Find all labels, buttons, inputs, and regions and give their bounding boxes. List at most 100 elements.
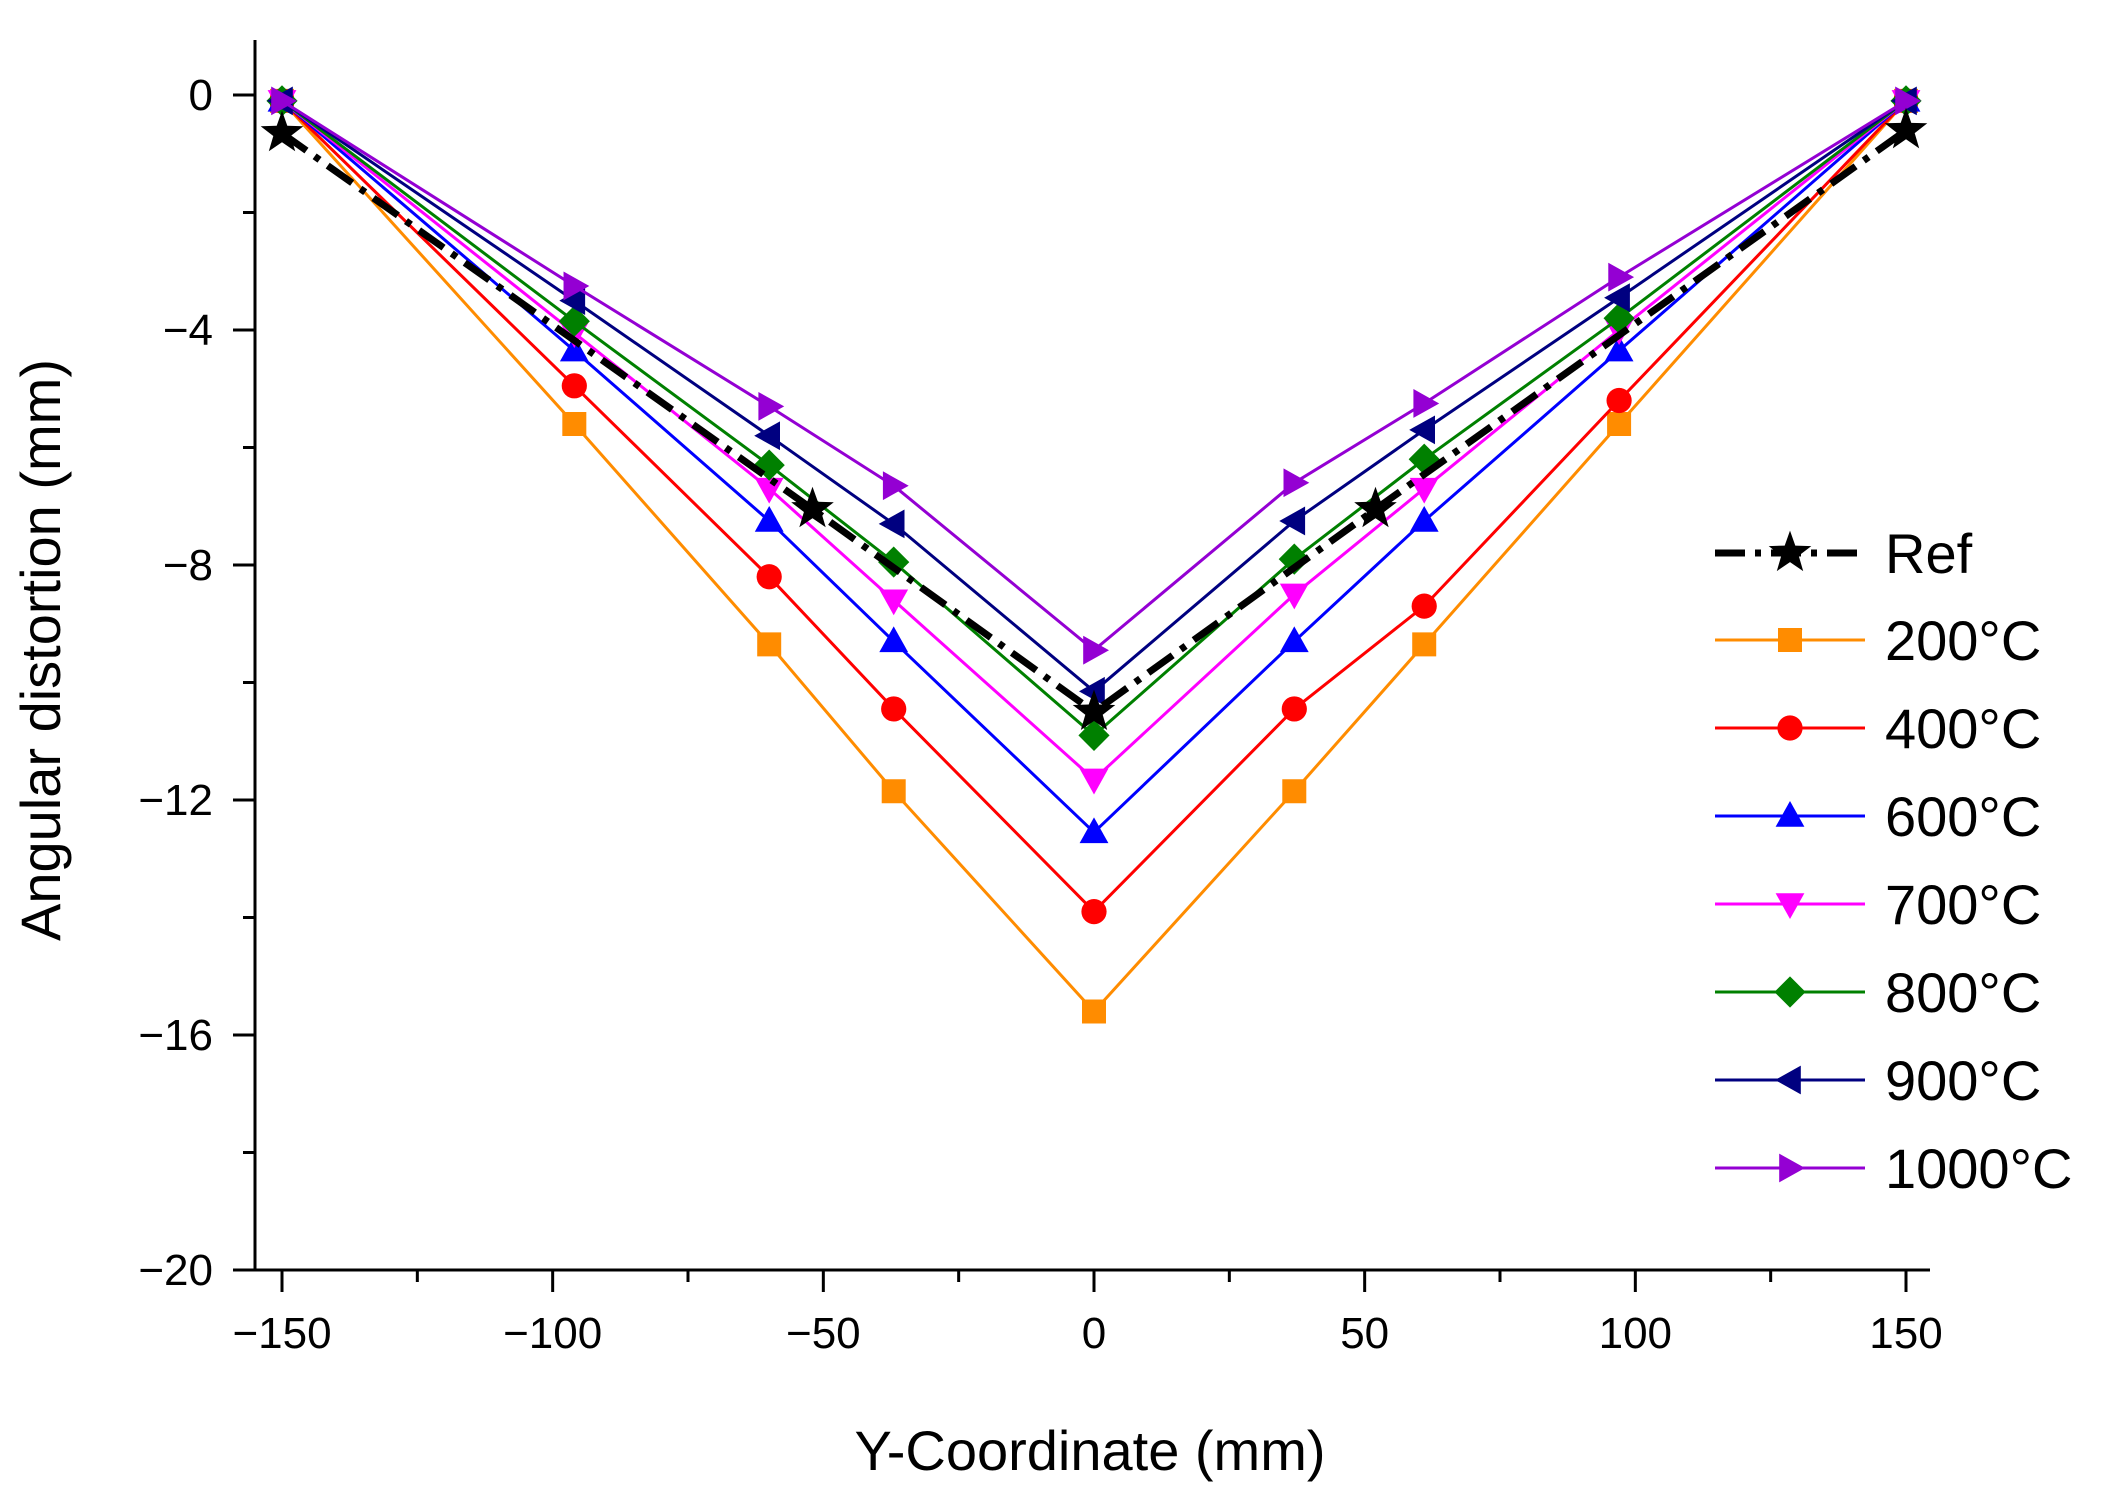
data-point-700c [1079, 768, 1109, 795]
data-point-200c [1282, 779, 1307, 804]
legend-marker-400c [1777, 715, 1803, 741]
data-point-600c [559, 335, 589, 362]
data-point-600c [1279, 626, 1309, 653]
data-point-1000c [563, 271, 590, 301]
data-point-400c [1081, 899, 1107, 925]
series-1000c [271, 86, 1921, 665]
x-tick-label: 0 [1082, 1309, 1106, 1358]
legend-label-900c: 900°C [1885, 1049, 2041, 1112]
series-200c [270, 88, 1918, 1024]
y-tick-label: −16 [138, 1011, 213, 1060]
data-point-900c [754, 421, 780, 451]
data-point-200c [1607, 412, 1632, 436]
legend-item-1000c: 1000°C [1715, 1137, 2072, 1200]
data-point-1000c [758, 391, 785, 421]
axes: −150 −100 −50 0 50 100 150 0 −4 −8 −12 −16 −20 [138, 40, 1943, 1358]
legend-item-900c: 900°C [1715, 1049, 2041, 1112]
data-point-700c [1279, 583, 1309, 610]
series-line-ref [279, 127, 1909, 716]
series-line-700c [281, 99, 1907, 781]
series-line-800c [281, 99, 1907, 737]
data-point-200c [757, 632, 782, 657]
legend-item-800c: 800°C [1715, 961, 2041, 1024]
data-point-600c [1409, 505, 1439, 532]
data-point-400c [1281, 696, 1307, 722]
data-point-400c [1606, 387, 1632, 414]
legend: Ref 200°C 400°C 600°C 700°C 800°C 900°C 1000°C [1715, 522, 2072, 1200]
data-point-1000c [882, 471, 909, 501]
legend-item-200c: 200°C [1715, 609, 2041, 672]
legend-item-600c: 600°C [1715, 785, 2041, 848]
legend-marker-700c [1775, 893, 1805, 919]
data-point-1000c [271, 86, 297, 116]
data-point-400c [881, 696, 907, 722]
x-tick-label: −50 [786, 1309, 861, 1358]
series-400c [269, 88, 1919, 925]
data-point-900c [1079, 676, 1105, 706]
series-line-200c [280, 99, 1908, 1013]
legend-marker-1000c [1779, 1153, 1805, 1183]
series-ref [260, 107, 1928, 730]
data-point-600c [1604, 335, 1634, 362]
x-tick-label: −100 [503, 1309, 602, 1358]
legend-marker-800c [1774, 976, 1806, 1008]
legend-label-200c: 200°C [1885, 609, 2041, 672]
x-axis-title: Y-Coordinate (mm) [855, 1419, 1326, 1482]
data-point-900c [1604, 283, 1630, 313]
data-point-800c [1078, 719, 1110, 751]
x-tick-label: 50 [1340, 1309, 1389, 1358]
y-tick-label: −20 [138, 1246, 213, 1295]
y-tick-label: −12 [138, 776, 213, 825]
data-point-900c [559, 286, 586, 316]
legend-item-700c: 700°C [1715, 873, 2041, 936]
legend-marker-ref [1768, 530, 1812, 572]
data-point-ref [260, 110, 304, 152]
data-point-ref [1354, 486, 1397, 528]
data-point-900c [1279, 506, 1306, 536]
series-900c [267, 86, 1917, 706]
y-axis-title: Angular distortion (mm) [9, 359, 72, 941]
data-point-200c [562, 412, 587, 436]
legend-item-ref: Ref [1715, 522, 1973, 585]
data-point-800c [558, 305, 590, 337]
data-point-600c [1079, 817, 1109, 844]
legend-label-800c: 800°C [1885, 961, 2041, 1024]
data-point-900c [1409, 415, 1436, 445]
series-600c [267, 85, 1921, 844]
y-tick-label: 0 [189, 71, 213, 120]
data-point-400c [756, 564, 782, 590]
data-point-800c [1278, 543, 1310, 575]
series-line-900c [281, 99, 1907, 693]
x-tick-label: 150 [1869, 1309, 1942, 1358]
data-point-1000c [1413, 389, 1440, 418]
data-point-200c [1412, 632, 1437, 657]
data-point-1000c [1608, 262, 1635, 292]
legend-label-1000c: 1000°C [1885, 1137, 2072, 1200]
data-point-400c [561, 373, 587, 399]
legend-marker-900c [1775, 1065, 1801, 1095]
data-point-200c [881, 779, 906, 804]
data-point-900c [878, 509, 905, 539]
data-point-ref [1884, 107, 1928, 149]
legend-label-ref: Ref [1885, 522, 1973, 585]
data-point-700c [754, 477, 784, 504]
data-point-800c [753, 449, 785, 481]
data-point-700c [1409, 477, 1439, 504]
series-layer [260, 85, 1928, 1024]
data-point-ref [791, 486, 834, 528]
legend-marker-200c [1778, 628, 1802, 652]
x-tick-label: 100 [1599, 1309, 1672, 1358]
data-point-800c [1603, 302, 1635, 334]
x-tick-label: −150 [232, 1309, 331, 1358]
data-point-600c [754, 505, 784, 532]
legend-marker-600c [1775, 801, 1805, 827]
legend-item-400c: 400°C [1715, 697, 2041, 760]
legend-label-700c: 700°C [1885, 873, 2041, 936]
y-tick-label: −8 [163, 541, 213, 590]
data-point-1000c [1283, 468, 1310, 498]
y-tick-label: −4 [163, 306, 213, 355]
data-point-700c [879, 589, 909, 616]
data-point-ref [1072, 689, 1116, 730]
legend-label-400c: 400°C [1885, 697, 2041, 760]
data-point-1000c [1083, 635, 1109, 665]
